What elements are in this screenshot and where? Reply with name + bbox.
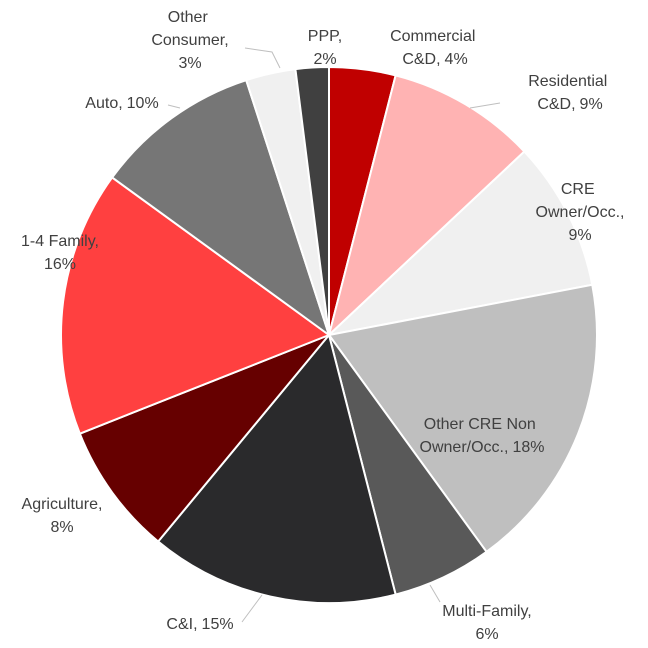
label-line: Auto,	[85, 95, 122, 112]
label-line: Owner/Occ.,	[420, 439, 509, 456]
pie-slice	[294, 65, 330, 336]
label-line: Multi-Family,	[442, 603, 531, 620]
value-label: 2%	[313, 51, 336, 68]
pie-slice	[110, 78, 331, 338]
label-line: C&D,	[537, 96, 575, 113]
value-label: 15%	[202, 616, 234, 633]
slice-label: Agriculture,	[22, 496, 103, 513]
slice-label: PPP,	[308, 28, 342, 45]
label-line: Agriculture,	[22, 496, 103, 513]
leader-lines	[167, 47, 501, 623]
pie-slice	[156, 332, 397, 604]
slice-label: Residential C&D,	[528, 73, 612, 113]
label-line: Other CRE Non	[424, 416, 540, 433]
slice-label: Other Consumer,	[151, 9, 228, 49]
slice-label: 1-4 Family,	[21, 233, 99, 250]
pie-slice	[78, 334, 330, 543]
label-line: 1-4 Family,	[21, 233, 99, 250]
slice-label: Other CRE Non Owner/Occ.,	[420, 416, 541, 456]
slice-label: Auto,	[85, 95, 122, 112]
pie-slice	[60, 176, 332, 435]
leader-line	[244, 47, 281, 69]
leader-line	[167, 104, 181, 109]
value-label: 3%	[178, 55, 201, 72]
slice-label: Multi-Family,	[442, 603, 531, 620]
value-label: 6%	[475, 626, 498, 643]
label-line: C&I,	[166, 616, 197, 633]
label-line: Commercial	[390, 28, 480, 45]
value-label: 16%	[44, 256, 76, 273]
value-label: 9%	[580, 96, 603, 113]
label-line: C&D,	[402, 51, 440, 68]
value-label: 9%	[568, 227, 591, 244]
label-line: Owner/Occ.,	[536, 204, 625, 221]
pie-slice	[327, 283, 598, 554]
label-line: Other	[168, 9, 212, 26]
pie-slice	[327, 74, 526, 339]
leader-line	[241, 594, 263, 623]
label-line: PPP,	[308, 28, 342, 45]
leader-line	[469, 102, 501, 109]
leader-line	[429, 584, 441, 603]
slice-label: CRE Owner/Occ.,	[536, 181, 625, 221]
label-line: CRE	[561, 181, 599, 198]
slice-label: Commercial C&D,	[390, 28, 480, 68]
label-line: Residential	[528, 73, 612, 90]
slice-label: C&I,	[166, 616, 197, 633]
value-label: 4%	[445, 51, 468, 68]
label-line: Consumer,	[151, 32, 228, 49]
value-label: 18%	[512, 439, 544, 456]
pie-slice	[325, 150, 594, 337]
value-label: 8%	[50, 519, 73, 536]
value-label: 10%	[127, 95, 159, 112]
